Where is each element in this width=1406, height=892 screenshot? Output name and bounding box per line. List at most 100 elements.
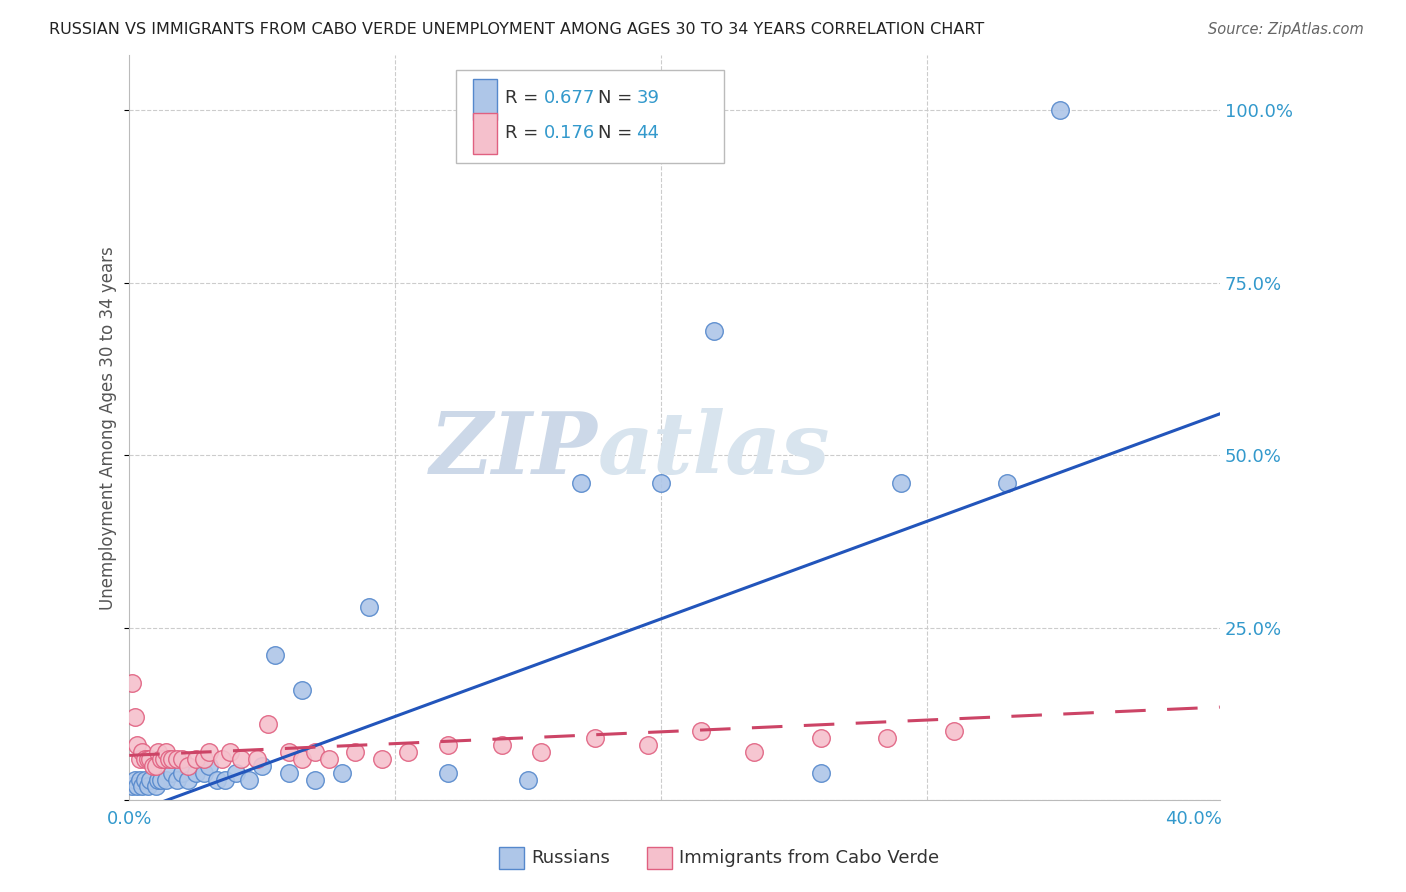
Point	[229, 752, 252, 766]
Text: atlas: atlas	[598, 409, 831, 491]
Point	[742, 745, 765, 759]
Text: Russians: Russians	[531, 849, 610, 867]
Point	[291, 682, 314, 697]
Point	[264, 648, 287, 663]
Point	[291, 752, 314, 766]
Point	[650, 475, 672, 490]
Point	[128, 752, 150, 766]
Point	[172, 752, 194, 766]
Point	[136, 752, 159, 766]
Point	[225, 765, 247, 780]
Point	[193, 765, 215, 780]
Point	[128, 772, 150, 787]
Point	[142, 758, 165, 772]
Text: Immigrants from Cabo Verde: Immigrants from Cabo Verde	[679, 849, 939, 867]
Point	[124, 772, 146, 787]
Point	[152, 752, 174, 766]
Bar	[472, 79, 496, 120]
Point	[637, 738, 659, 752]
Point	[124, 710, 146, 724]
Point	[344, 745, 367, 759]
Point	[304, 745, 326, 759]
Point	[211, 752, 233, 766]
Point	[1049, 103, 1071, 118]
Text: N =: N =	[598, 124, 638, 143]
Point	[219, 745, 242, 759]
Point	[995, 475, 1018, 490]
Point	[690, 724, 713, 739]
Point	[157, 752, 180, 766]
Point	[136, 780, 159, 794]
Point	[214, 772, 236, 787]
Point	[371, 752, 394, 766]
Point	[184, 752, 207, 766]
Point	[139, 752, 162, 766]
Point	[250, 758, 273, 772]
Point	[318, 752, 340, 766]
Point	[172, 765, 194, 780]
Point	[155, 745, 177, 759]
Point	[127, 738, 149, 752]
Point	[145, 758, 167, 772]
Text: 0.176: 0.176	[544, 124, 595, 143]
Text: R =: R =	[505, 89, 544, 107]
Point	[876, 731, 898, 745]
Point	[134, 752, 156, 766]
Point	[177, 758, 200, 772]
Text: 0.677: 0.677	[544, 89, 595, 107]
Point	[184, 765, 207, 780]
Point	[238, 772, 260, 787]
Point	[256, 717, 278, 731]
Point	[942, 724, 965, 739]
Point	[517, 772, 540, 787]
Y-axis label: Unemployment Among Ages 30 to 34 years: Unemployment Among Ages 30 to 34 years	[100, 246, 117, 609]
Text: 39: 39	[637, 89, 659, 107]
Point	[131, 780, 153, 794]
Point	[193, 752, 215, 766]
Point	[491, 738, 513, 752]
Point	[277, 765, 299, 780]
Point	[148, 772, 170, 787]
Point	[703, 324, 725, 338]
Point	[398, 745, 420, 759]
Point	[131, 745, 153, 759]
Point	[150, 772, 173, 787]
Text: N =: N =	[598, 89, 638, 107]
FancyBboxPatch shape	[457, 70, 724, 163]
Point	[160, 752, 183, 766]
Bar	[472, 113, 496, 154]
Point	[437, 765, 460, 780]
Point	[198, 745, 221, 759]
Point	[155, 772, 177, 787]
Point	[166, 772, 188, 787]
Text: 44: 44	[637, 124, 659, 143]
Point	[569, 475, 592, 490]
Point	[277, 745, 299, 759]
Point	[148, 745, 170, 759]
Text: Source: ZipAtlas.com: Source: ZipAtlas.com	[1208, 22, 1364, 37]
Point	[177, 772, 200, 787]
Text: RUSSIAN VS IMMIGRANTS FROM CABO VERDE UNEMPLOYMENT AMONG AGES 30 TO 34 YEARS COR: RUSSIAN VS IMMIGRANTS FROM CABO VERDE UN…	[49, 22, 984, 37]
Point	[166, 752, 188, 766]
Point	[121, 676, 143, 690]
Point	[330, 765, 353, 780]
Point	[810, 765, 832, 780]
Point	[357, 600, 380, 615]
Point	[530, 745, 553, 759]
Point	[145, 780, 167, 794]
Point	[198, 758, 221, 772]
Point	[810, 731, 832, 745]
Point	[246, 752, 269, 766]
Point	[121, 780, 143, 794]
Point	[304, 772, 326, 787]
Point	[889, 475, 911, 490]
Point	[127, 780, 149, 794]
Point	[160, 765, 183, 780]
Point	[583, 731, 606, 745]
Point	[150, 752, 173, 766]
Text: ZIP: ZIP	[430, 409, 598, 491]
Point	[205, 772, 228, 787]
Point	[437, 738, 460, 752]
Text: R =: R =	[505, 124, 544, 143]
Point	[139, 772, 162, 787]
